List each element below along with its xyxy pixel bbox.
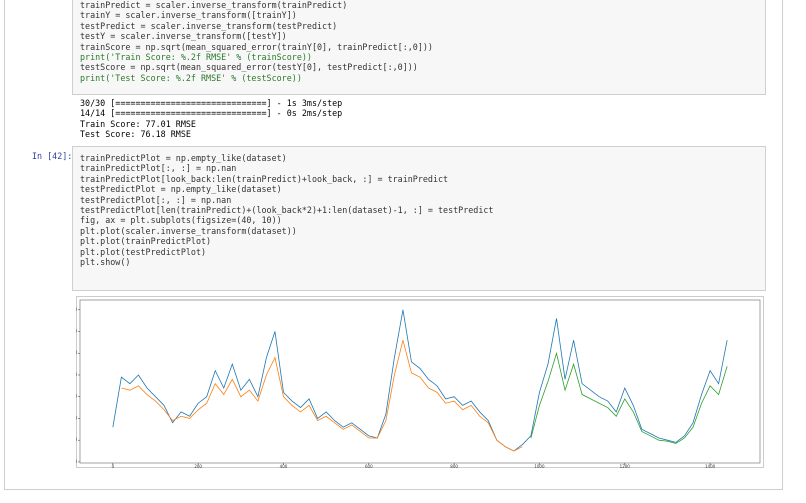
x-tick-label: 400 (280, 464, 288, 468)
code-line: plt.plot(scaler.inverse_transform(datase… (80, 225, 297, 236)
output-line: 30/30 [==============================] -… (80, 98, 343, 108)
x-tick-label: 600 (365, 464, 373, 468)
code-line: trainPredictPlot[look_back:len(trainPred… (80, 173, 449, 184)
y-tick-label: 700 (76, 307, 77, 312)
y-tick-label: 500 (76, 350, 77, 355)
y-tick-label: 300 (76, 394, 77, 399)
y-tick-label: 200 (76, 415, 77, 420)
code-line: plt.show() (80, 257, 131, 267)
chart: 0 100 200 300 400 500 600 700 0 200 400 600 800 1000 1… (76, 296, 764, 468)
code-line: testY = scaler.inverse_transform([testY]… (80, 31, 287, 42)
code-line: testPredictPlot = np.empty_like(dataset) (80, 184, 282, 195)
y-tick-label: 100 (76, 437, 77, 442)
output-line: Test Score: 76.18 RMSE (80, 129, 191, 140)
x-tick-label: 1400 (705, 464, 716, 468)
code-line: trainY = scaler.inverse_transform([train… (80, 10, 297, 21)
code-line: plt.plot(trainPredictPlot) (80, 236, 212, 247)
code-line: trainPredict = scaler.inverse_transform(… (80, 0, 348, 10)
data-line (530, 351, 728, 444)
y-tick-label: 400 (76, 372, 77, 377)
output-line: 14/14 [==============================] -… (80, 108, 343, 119)
plot-frame (79, 299, 761, 464)
code-line: plt.plot(testPredictPlot) (80, 246, 207, 257)
x-tick-label: 0 (112, 464, 115, 468)
x-tick-label: 800 (450, 464, 458, 468)
x-tick-label: 1000 (534, 464, 545, 468)
notebook (4, 0, 783, 490)
output-line: Train Score: 77.01 RMSE (80, 118, 196, 129)
code-line: trainPredictPlot[:, :] = np.nan (80, 163, 237, 174)
code-line: print('Train Score: %.2f RMSE' % (trainS… (80, 52, 312, 62)
code-line: print('Test Score: %.2f RMSE' % (testSco… (80, 72, 302, 83)
data-line (121, 340, 523, 452)
code-cell[interactable] (72, 0, 766, 95)
y-tick-label: 600 (76, 329, 77, 334)
code-line: trainScore = np.sqrt(mean_squared_error(… (80, 41, 433, 52)
code-line: testPredictPlot[:, :] = np.nan (80, 194, 232, 205)
code-line: trainPredictPlot = np.empty_like(dataset… (80, 153, 287, 163)
data-line (112, 309, 728, 452)
x-tick-label: 1200 (620, 464, 631, 468)
cell-prompt: In [42]: (32, 151, 73, 161)
code-cell[interactable] (72, 146, 766, 291)
x-tick-label: 200 (194, 464, 202, 468)
code-line: fig, ax = plt.subplots(figsize=(40, 10)) (80, 215, 282, 226)
code-line: testPredict = scaler.inverse_transform(t… (80, 20, 338, 31)
y-tick-label: 0 (76, 459, 77, 464)
figure-frame (76, 296, 764, 468)
code-line: testPredictPlot[len(trainPredict)+(look_… (80, 205, 494, 215)
code-line: testScore = np.sqrt(mean_squared_error(t… (80, 62, 418, 73)
